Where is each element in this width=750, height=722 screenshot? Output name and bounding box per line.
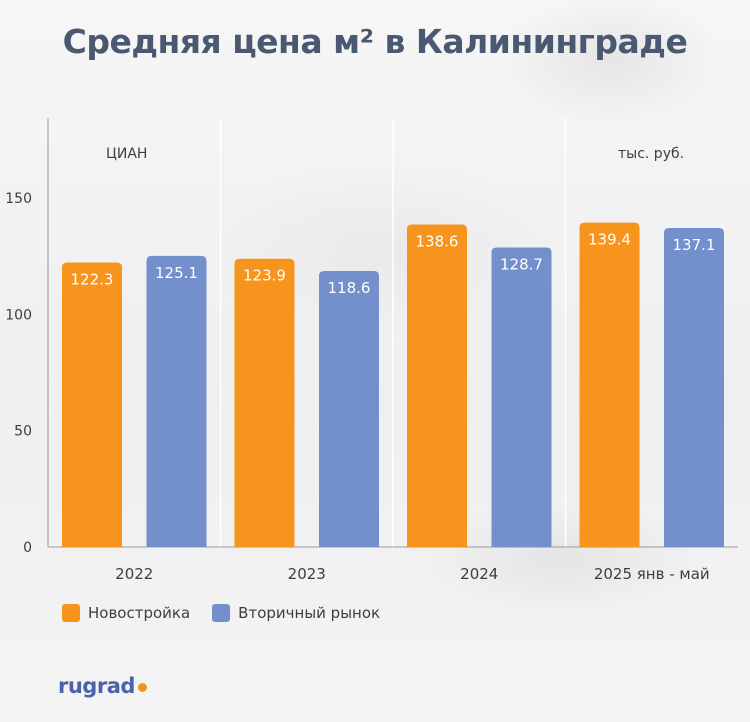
bar — [491, 247, 552, 548]
y-tick-label: 50 — [14, 424, 32, 440]
source-label: ЦИАН — [106, 146, 147, 162]
data-label: 138.6 — [416, 233, 459, 251]
bar — [146, 255, 207, 547]
legend-item-secondary: Вторичный рынок — [212, 604, 380, 622]
bars — [62, 222, 724, 548]
legend-label-new: Новостройка — [88, 604, 191, 622]
data-label: 125.1 — [155, 264, 198, 282]
data-label: 137.1 — [673, 236, 716, 254]
legend-swatch-secondary — [212, 604, 231, 622]
rugrad-logo: rugrad — [58, 674, 147, 698]
bar — [319, 271, 379, 547]
data-labels: 122.3 125.1 123.9 118.6 138.6 128.7 139.4 137.1 — [71, 231, 716, 297]
legend-item-new: Новостройка — [62, 604, 190, 622]
y-tick-labels: 0 50 100 150 — [5, 191, 32, 556]
logo-dot — [137, 683, 147, 692]
x-tick-label: 2025 янв - май — [594, 565, 710, 583]
logo-text: rugrad — [58, 674, 135, 698]
legend-swatch-new — [62, 604, 80, 622]
x-tick-label: 2024 — [460, 565, 498, 583]
x-tick-labels: 2022 2023 2024 2025 янв - май — [115, 565, 710, 583]
bar — [407, 224, 467, 548]
legend-label-secondary: Вторичный рынок — [238, 604, 381, 622]
data-label: 122.3 — [71, 270, 114, 288]
x-tick-label: 2022 — [115, 565, 153, 583]
y-tick-label: 150 — [5, 191, 32, 207]
data-label: 118.6 — [328, 279, 371, 297]
bar — [579, 222, 640, 548]
chart-title: Средняя цена м² в Калининграде — [62, 22, 688, 61]
x-tick-label: 2023 — [288, 565, 326, 583]
y-tick-label: 100 — [5, 307, 32, 323]
legend: Новостройка Вторичный рынок — [62, 604, 380, 622]
grid-lines — [219, 118, 567, 547]
data-label: 128.7 — [500, 256, 543, 274]
unit-label: тыс. руб. — [618, 146, 684, 162]
bar — [62, 262, 122, 547]
bar — [234, 258, 295, 547]
y-tick-label: 0 — [23, 540, 32, 556]
data-label: 123.9 — [243, 267, 286, 285]
bar — [664, 228, 724, 547]
data-label: 139.4 — [588, 231, 631, 249]
